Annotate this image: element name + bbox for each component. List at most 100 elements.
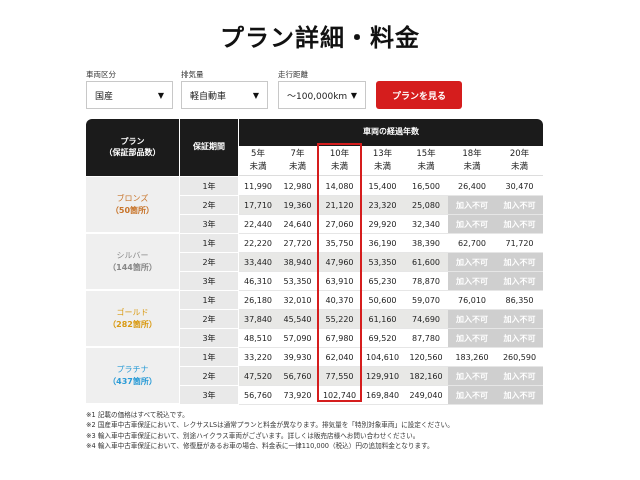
- price-cell: 38,940: [277, 253, 318, 272]
- price-cell: 77,550: [318, 367, 361, 386]
- price-cell: 40,370: [318, 291, 361, 310]
- price-cell: 16,500: [404, 177, 448, 196]
- mileage-select[interactable]: 〜100,000km ▼: [278, 81, 366, 109]
- price-cell: 62,040: [318, 348, 361, 367]
- highlight-column-frame: [317, 143, 362, 402]
- price-cell: 260,590: [496, 348, 543, 367]
- footnote: ※3 輸入車中古車保証において、別途ハイクラス車両がございます。詳しくは販売店様…: [86, 431, 420, 440]
- price-cell: 33,220: [239, 348, 277, 367]
- price-cell: 182,160: [404, 367, 448, 386]
- price-cell: 15,400: [361, 177, 404, 196]
- year-header-label: 7年: [290, 149, 305, 160]
- view-plan-button[interactable]: プランを見る: [376, 81, 462, 109]
- price-cell: 26,180: [239, 291, 277, 310]
- period-cell: 2年: [180, 367, 238, 386]
- price-cell: 47,520: [239, 367, 277, 386]
- price-cell: 17,710: [239, 196, 277, 215]
- price-cell: 11,990: [239, 177, 277, 196]
- not-available-cell: 加入不可: [496, 310, 543, 329]
- period-cell: 2年: [180, 196, 238, 215]
- price-cell: 14,080: [318, 177, 361, 196]
- price-cell: 27,060: [318, 215, 361, 234]
- not-available-cell: 加入不可: [496, 196, 543, 215]
- year-column-header: 20年 未満: [496, 146, 543, 176]
- price-cell: 53,350: [361, 253, 404, 272]
- period-cell: 3年: [180, 215, 238, 234]
- price-cell: 22,440: [239, 215, 277, 234]
- year-header-label: 10年: [329, 149, 350, 160]
- year-header-sublabel: 未満: [373, 161, 391, 172]
- price-cell: 53,350: [277, 272, 318, 291]
- year-column-header: 15年 未満: [404, 146, 448, 176]
- chevron-down-icon: ▼: [252, 90, 259, 100]
- price-cell: 65,230: [361, 272, 404, 291]
- not-available-cell: 加入不可: [496, 253, 543, 272]
- year-column-header: 10年 未満: [318, 146, 361, 176]
- not-available-cell: 加入不可: [448, 367, 496, 386]
- vehicle-type-select[interactable]: 国産 ▼: [86, 81, 173, 109]
- not-available-cell: 加入不可: [448, 310, 496, 329]
- price-cell: 67,980: [318, 329, 361, 348]
- footnote: ※1 記載の価格はすべて税込です。: [86, 411, 189, 419]
- year-header-sublabel: 未満: [330, 161, 348, 172]
- chevron-down-icon: ▼: [157, 90, 164, 100]
- footnote: ※2 国産車中古車保証において、レクサスLSは通常プランと料金が異なります。排気…: [86, 421, 454, 430]
- year-header-label: 5年: [251, 149, 265, 160]
- price-cell: 104,610: [361, 348, 404, 367]
- period-cell: 3年: [180, 386, 238, 405]
- price-cell: 62,700: [448, 234, 496, 253]
- plan-name: プラチナ: [116, 364, 149, 374]
- displacement-select[interactable]: 軽自動車 ▼: [181, 81, 268, 109]
- price-cell: 26,400: [448, 177, 496, 196]
- year-header-sublabel: 未満: [288, 161, 306, 172]
- price-cell: 39,930: [277, 348, 318, 367]
- price-cell: 57,090: [277, 329, 318, 348]
- price-cell: 35,750: [318, 234, 361, 253]
- price-cell: 61,600: [404, 253, 448, 272]
- period-cell: 1年: [180, 291, 238, 310]
- not-available-cell: 加入不可: [496, 329, 543, 348]
- year-column-header: 18年 未満: [448, 146, 496, 176]
- period-cell: 3年: [180, 272, 238, 291]
- price-cell: 78,870: [404, 272, 448, 291]
- not-available-cell: 加入不可: [448, 329, 496, 348]
- period-cell: 2年: [180, 310, 238, 329]
- mileage-label: 走行距離: [278, 70, 308, 79]
- price-cell: 25,080: [404, 196, 448, 215]
- price-cell: 19,360: [277, 196, 318, 215]
- not-available-cell: 加入不可: [448, 253, 496, 272]
- price-cell: 45,540: [277, 310, 318, 329]
- plan-name-cell: シルバー （144箇所）: [86, 234, 179, 291]
- plan-name: ブロンズ: [116, 193, 149, 203]
- displacement-value: 軽自動車: [190, 91, 227, 102]
- years-group-header: 車両の経過年数: [239, 119, 543, 146]
- price-cell: 71,720: [496, 234, 543, 253]
- mileage-value: 〜100,000km: [287, 91, 348, 102]
- price-cell: 74,690: [404, 310, 448, 329]
- price-cell: 48,510: [239, 329, 277, 348]
- price-cell: 50,600: [361, 291, 404, 310]
- plan-part-count: （144箇所）: [108, 262, 157, 272]
- not-available-cell: 加入不可: [496, 272, 543, 291]
- price-cell: 33,440: [239, 253, 277, 272]
- price-cell: 169,840: [361, 386, 404, 405]
- period-cell: 3年: [180, 329, 238, 348]
- price-cell: 47,960: [318, 253, 361, 272]
- year-header-label: 18年: [462, 149, 482, 160]
- vehicle-type-label: 車両区分: [86, 70, 116, 79]
- price-cell: 22,220: [239, 234, 277, 253]
- plan-part-count: （437箇所）: [108, 376, 157, 386]
- page-title: プラン詳細・料金: [220, 24, 420, 52]
- price-cell: 32,340: [404, 215, 448, 234]
- plan-name-cell: ブロンズ （50箇所）: [86, 177, 179, 234]
- price-cell: 73,920: [277, 386, 318, 405]
- footnotes: ※1 記載の価格はすべて税込です。 ※2 国産車中古車保証において、レクサスLS…: [86, 410, 606, 452]
- price-cell: 76,010: [448, 291, 496, 310]
- plan-name-cell: プラチナ （437箇所）: [86, 348, 179, 405]
- plan-name: ゴールド: [116, 307, 149, 317]
- displacement-label: 排気量: [181, 70, 204, 79]
- year-header-sublabel: 未満: [510, 161, 528, 172]
- chevron-down-icon: ▼: [350, 90, 357, 100]
- price-cell: 12,980: [277, 177, 318, 196]
- year-header-sublabel: 未満: [249, 161, 267, 172]
